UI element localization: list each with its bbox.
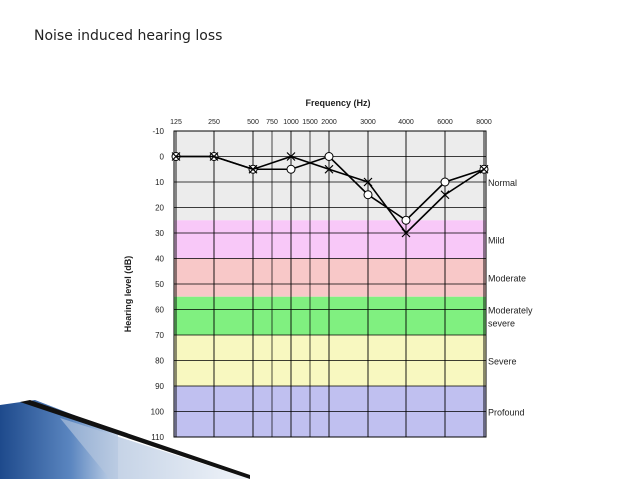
band-label-3-1: severe [488,318,515,328]
x-tick-label: 4000 [398,119,414,126]
series-1-point [401,228,411,238]
x-tick-label: 6000 [437,119,453,126]
x-tick-label: 2000 [321,119,337,126]
x-tick-label: 125 [170,119,182,126]
series-1-point [286,152,296,161]
y-tick-label: 50 [155,280,164,289]
band-3 [174,296,486,335]
y-tick-label: 110 [151,433,164,442]
y-axis-title: Hearing level (dB) [123,256,133,333]
band-label-0: Normal [488,178,517,188]
band-label-3-0: Moderately [488,305,533,315]
y-tick-label: 100 [151,408,165,417]
band-1 [174,220,486,259]
x-tick-label: 1000 [283,119,299,126]
series-0-point [324,152,334,161]
x-tick-label: 500 [247,119,259,126]
decoration-dark-stripe [20,400,250,479]
series-0-point [286,164,296,174]
series-1-point [324,164,334,174]
band-label-4: Severe [488,357,517,367]
y-tick-label: 20 [155,204,164,213]
series-0-point [401,215,411,225]
y-tick-label: 70 [155,331,164,340]
decoration-light-wedge [60,418,250,479]
y-tick-label: -10 [152,127,164,136]
plot-border [173,130,487,438]
y-tick-label: 40 [155,255,164,264]
x-tick-label: 750 [266,119,278,126]
y-tick-label: 60 [155,306,164,315]
series-0-point [440,177,450,187]
slide-title: Noise induced hearing loss [34,28,223,44]
y-tick-label: 30 [155,229,164,238]
y-tick-label: 10 [155,178,164,187]
series-1-point [209,152,219,161]
y-tick-label: 90 [155,382,164,391]
series-1-point [363,177,373,187]
decoration-blue-wedge [0,400,118,479]
x-tick-label: 3000 [360,119,376,126]
series-1-point [440,190,450,200]
series-1-point [248,164,258,174]
series-0-point [363,190,373,200]
x-tick-label: 250 [208,119,220,126]
series-1-point [171,152,181,161]
band-2 [174,258,486,297]
band-0 [174,131,486,221]
band-label-1: Mild [488,235,505,245]
x-axis-title: Frequency (Hz) [305,98,370,108]
series-1-point [479,164,489,174]
x-tick-label: 1500 [302,119,318,126]
band-label-5: Profound [488,408,525,418]
y-tick-label: 80 [155,357,164,366]
x-tick-label: 8000 [476,119,492,126]
band-label-2: Moderate [488,274,526,284]
y-tick-label: 0 [160,153,165,162]
